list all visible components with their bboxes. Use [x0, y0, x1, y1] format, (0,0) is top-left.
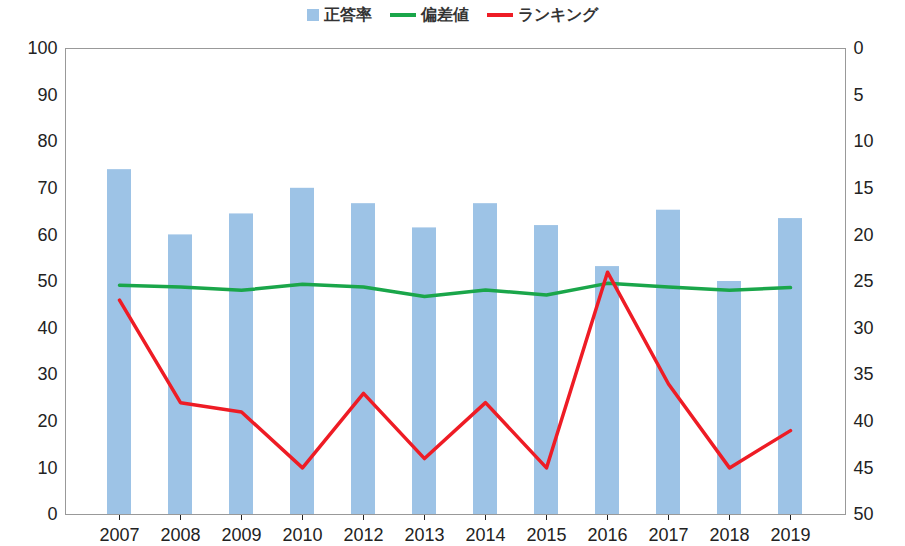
svg-text:80: 80 [37, 131, 57, 151]
svg-text:20: 20 [37, 411, 57, 431]
svg-text:50: 50 [37, 271, 57, 291]
svg-text:20: 20 [854, 225, 874, 245]
svg-text:100: 100 [27, 38, 57, 58]
svg-text:2016: 2016 [587, 525, 627, 545]
svg-text:2012: 2012 [343, 525, 383, 545]
svg-text:2018: 2018 [709, 525, 749, 545]
svg-text:15: 15 [854, 178, 874, 198]
svg-text:10: 10 [37, 458, 57, 478]
svg-text:30: 30 [854, 318, 874, 338]
svg-text:25: 25 [854, 271, 874, 291]
svg-text:2017: 2017 [648, 525, 688, 545]
svg-text:90: 90 [37, 85, 57, 105]
svg-text:40: 40 [37, 318, 57, 338]
html-text:偏差値: 偏差値 [421, 5, 469, 23]
svg-text:10: 10 [854, 131, 874, 151]
svg-text:0: 0 [47, 504, 57, 524]
html-text:ランキング: ランキング [518, 5, 598, 23]
svg-text:2019: 2019 [770, 525, 810, 545]
html-text:正答率: 正答率 [324, 5, 372, 23]
svg-text:2008: 2008 [160, 525, 200, 545]
svg-text:60: 60 [37, 225, 57, 245]
svg-text:50: 50 [854, 504, 874, 524]
svg-text:2013: 2013 [404, 525, 444, 545]
svg-text:2010: 2010 [282, 525, 322, 545]
svg-text:70: 70 [37, 178, 57, 198]
svg-text:0: 0 [854, 38, 864, 58]
svg-text:5: 5 [854, 85, 864, 105]
svg-text:35: 35 [854, 364, 874, 384]
svg-text:2007: 2007 [99, 525, 139, 545]
svg-text:40: 40 [854, 411, 874, 431]
svg-text:2015: 2015 [526, 525, 566, 545]
svg-text:45: 45 [854, 458, 874, 478]
svg-text:2014: 2014 [465, 525, 505, 545]
svg-text:2009: 2009 [221, 525, 261, 545]
svg-text:30: 30 [37, 364, 57, 384]
